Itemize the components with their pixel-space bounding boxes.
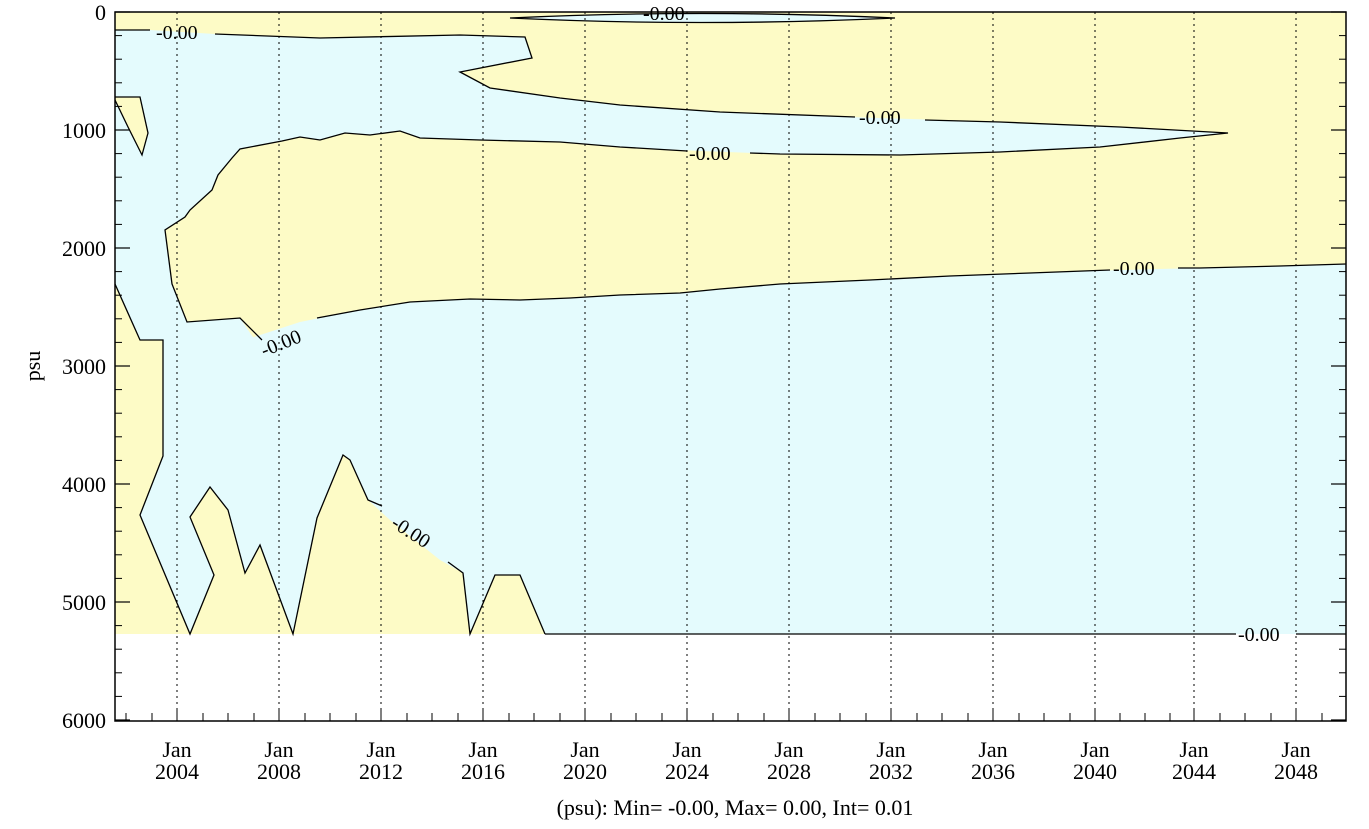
y-tick-label: 2000 xyxy=(62,236,106,261)
y-tick-labels: 0 1000 2000 3000 4000 5000 6000 xyxy=(62,0,106,733)
x-tick-month: Jan xyxy=(1080,737,1109,762)
x-tick-month: Jan xyxy=(876,737,905,762)
y-tick-label: 5000 xyxy=(62,590,106,615)
negative-region-main xyxy=(115,30,1346,634)
y-tick-label: 6000 xyxy=(62,708,106,733)
x-tick-month: Jan xyxy=(1281,737,1310,762)
y-axis-title: psu xyxy=(20,351,45,382)
chart-caption: (psu): Min= -0.00, Max= 0.00, Int= 0.01 xyxy=(557,795,914,820)
x-tick-year: 2004 xyxy=(155,759,199,784)
x-tick-year: 2036 xyxy=(971,759,1015,784)
x-tick-year: 2032 xyxy=(869,759,913,784)
y-tick-label: 4000 xyxy=(62,472,106,497)
y-tick-label: 3000 xyxy=(62,354,106,379)
x-tick-year: 2020 xyxy=(563,759,607,784)
x-tick-labels: Jan 2004 Jan 2008 Jan 2012 Jan 2016 Jan … xyxy=(155,737,1318,784)
positive-island-upper-left xyxy=(115,97,148,155)
x-tick-month: Jan xyxy=(1179,737,1208,762)
y-minor-ticks xyxy=(115,35,1346,697)
x-tick-month: Jan xyxy=(570,737,599,762)
x-tick-month: Jan xyxy=(366,737,395,762)
contour-label: -0.00 xyxy=(1113,258,1155,280)
y-tick-label: 0 xyxy=(95,0,106,25)
contour-label: -0.00 xyxy=(1238,624,1280,646)
x-tick-year: 2008 xyxy=(257,759,301,784)
no-data-region xyxy=(115,634,1346,721)
contour-lines xyxy=(114,12,1347,637)
x-tick-year: 2024 xyxy=(665,759,709,784)
x-tick-year: 2044 xyxy=(1172,759,1216,784)
contour-label: -0.00 xyxy=(643,3,685,25)
x-tick-year: 2040 xyxy=(1073,759,1117,784)
x-minor-ticks xyxy=(125,709,1323,721)
x-tick-year: 2012 xyxy=(359,759,403,784)
gridlines xyxy=(176,12,1297,721)
x-tick-year: 2048 xyxy=(1274,759,1318,784)
y-tick-label: 1000 xyxy=(62,118,106,143)
x-tick-month: Jan xyxy=(774,737,803,762)
x-tick-month: Jan xyxy=(672,737,701,762)
x-tick-month: Jan xyxy=(468,737,497,762)
contour-label: -0.00 xyxy=(689,143,731,165)
x-tick-month: Jan xyxy=(162,737,191,762)
x-tick-year: 2016 xyxy=(461,759,505,784)
x-tick-month: Jan xyxy=(264,737,293,762)
x-tick-year: 2028 xyxy=(767,759,811,784)
contour-label: -0.00 xyxy=(156,22,198,44)
contour-label: -0.00 xyxy=(859,107,901,129)
x-tick-month: Jan xyxy=(978,737,1007,762)
negative-lens-top xyxy=(510,13,895,23)
y-tick-marks xyxy=(115,11,1346,721)
